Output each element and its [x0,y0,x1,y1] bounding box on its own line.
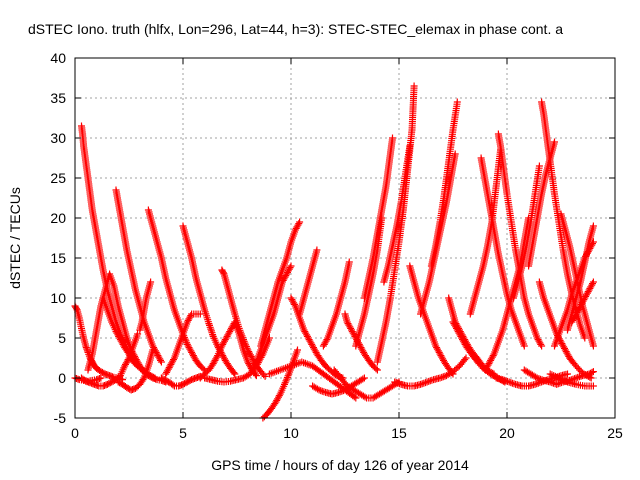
plot-frame [74,57,616,419]
series-49 [568,278,597,326]
series-18 [248,262,295,374]
y-tick-label: 35 [50,90,66,106]
series-29 [380,142,414,286]
series-8 [136,278,155,334]
series-11 [162,310,204,378]
x-tick-label: 10 [283,425,299,441]
x-tick-label: 20 [499,425,515,441]
series-markers [114,346,157,394]
series-markers [144,206,209,374]
series-33 [427,98,461,270]
x-tick-label: 5 [179,425,187,441]
y-tick-label: 0 [58,370,66,386]
series-markers [525,138,558,270]
series-9 [144,206,209,374]
series-markers [136,278,155,334]
series-43 [525,138,558,270]
series-27 [352,214,386,350]
series-markers [546,370,597,390]
series-markers [162,310,204,378]
series-24 [330,366,403,402]
series-5 [112,186,165,366]
series-markers [112,186,165,366]
y-tick-label: 25 [50,170,66,186]
x-axis-label: GPS time / hours of day 126 of year 2014 [211,457,469,473]
y-tick-label: 40 [50,50,66,66]
series-markers [296,246,321,318]
y-tick-label: 15 [50,250,66,266]
chart-title: dSTEC Iono. truth (hlfx, Lon=296, Lat=44… [28,21,563,37]
series-markers [568,278,597,326]
y-tick-label: 30 [50,130,66,146]
x-tick-label: 0 [71,425,79,441]
y-tick-label: 5 [58,330,66,346]
series-21 [296,246,321,318]
series-markers [510,162,543,302]
y-axis-label: dSTEC / TECUs [7,187,23,289]
series-markers [380,142,414,286]
series-markers [265,358,360,402]
series-19 [265,358,360,402]
series-markers [248,262,295,374]
series-markers [391,354,470,390]
series-markers [330,366,403,402]
y-tick-label: -5 [54,410,67,426]
series-50 [546,370,597,390]
series-31 [391,354,470,390]
series-markers [352,214,386,350]
y-tick-label: 20 [50,210,66,226]
x-tick-label: 15 [391,425,407,441]
series-markers [319,258,353,350]
series-7 [114,346,157,394]
series-23 [319,258,353,350]
y-tick-label: 10 [50,290,66,306]
data-markers [71,82,597,422]
series-41 [510,162,543,302]
x-tick-label: 25 [607,425,623,441]
series-markers [427,98,461,270]
